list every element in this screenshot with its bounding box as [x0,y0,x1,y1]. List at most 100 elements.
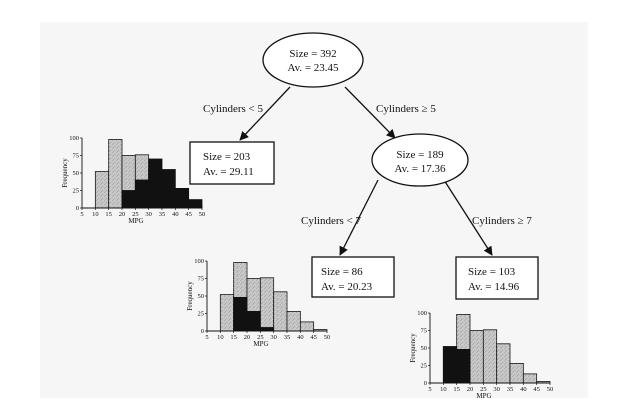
histogram-x-tick-label: 15 [230,334,237,341]
edge-label-right-right: Cylinders ≥ 7 [472,215,532,227]
histogram-x-tick-label: 40 [297,334,304,341]
root-node: Size = 392 Av. = 23.45 [262,32,364,88]
histogram-bar-subset-3 [161,169,176,209]
left-leaf-node: Size = 203 Av. = 29.11 [189,141,275,185]
histogram-x-tick-label: 10 [92,211,99,218]
histogram-bar-subset-1 [456,348,471,384]
right-node: Size = 189 Av. = 17.36 [371,133,469,187]
histogram-x-tick-label: 35 [284,334,291,341]
right-left-leaf-size: Size = 86 [321,266,363,278]
histogram-bar-texture-0 [95,171,109,208]
histogram-y-axis-label: Frequency [409,333,417,363]
histogram-x-tick-label: 50 [199,211,206,218]
edge-right-right [443,179,493,256]
histogram-bar-subset-4 [174,187,190,209]
histogram-x-tick-label: 30 [270,334,277,341]
histogram-bar-texture-1 [108,139,122,208]
edge-root-left [239,86,291,141]
histogram-bar-texture-6 [300,321,314,331]
histogram-y-tick-label: 100 [417,310,427,317]
edge-right-left [339,179,379,256]
edge-label-right-left: Cylinders < 7 [301,215,361,227]
histogram-bar-texture-3 [483,329,497,383]
root-node-size: Size = 392 [289,48,336,60]
left-leaf-size: Size = 203 [203,151,251,163]
histogram-x-tick-label: 35 [507,386,514,393]
histogram-y-tick-label: 25 [198,311,205,318]
histogram-bar-texture-5 [510,363,524,383]
histogram-bar-texture-0 [220,294,234,331]
histogram-y-tick-label: 25 [73,188,80,195]
histogram-x-tick-label: 35 [159,211,166,218]
histogram-x-axis-label: MPG [253,340,268,348]
right-right-leaf-size: Size = 103 [468,266,516,278]
histogram-y-tick-label: 75 [421,328,428,335]
histogram-y-tick-label: 25 [421,363,428,370]
histogram-bar-texture-7 [536,381,550,383]
histogram-x-tick-label: 25 [132,211,139,218]
histogram-x-tick-label: 30 [493,386,500,393]
edge-label-root-left: Cylinders < 5 [203,103,263,115]
mpg-histogram-left: 5 10 15 20 25 30 35 40 45 50 0 25 50 75 100 MPG Frequenc… [61,135,205,225]
histogram-x-axis-label: MPG [128,217,143,225]
mpg-histogram-middle: 5 10 15 20 25 30 35 40 45 50 0 25 50 75 100 MPG Frequenc… [186,258,330,348]
histogram-x-tick-label: 10 [217,334,224,341]
histogram-bar-subset-1 [246,310,261,332]
histogram-bar-texture-2 [470,330,484,383]
histogram-x-tick-label: 20 [244,334,251,341]
histogram-x-tick-label: 5 [428,386,431,393]
histogram-x-tick-label: 25 [257,334,264,341]
histogram-y-axis-label: Frequency [186,281,194,311]
histogram-x-tick-label: 5 [205,334,208,341]
histogram-bar-subset-0 [233,296,248,332]
histogram-x-tick-label: 50 [324,334,331,341]
right-left-leaf-average: Av. = 20.23 [321,281,373,293]
histogram-x-tick-label: 15 [453,386,460,393]
histogram-x-tick-label: 40 [172,211,179,218]
mpg-histogram-right: 5 10 15 20 25 30 35 40 45 50 0 25 50 75 100 MPG Frequenc… [409,310,553,400]
histogram-x-tick-label: 15 [105,211,112,218]
histogram-bar-subset-2 [148,158,163,209]
histogram-bar-subset-0 [442,346,458,384]
histogram-x-tick-label: 40 [520,386,527,393]
edge-root-right [344,86,396,139]
histogram-bar-subset-5 [188,199,203,209]
histogram-bar-subset-1 [134,179,150,209]
histogram-bar-texture-4 [496,343,510,383]
histogram-x-tick-label: 45 [310,334,317,341]
right-node-size: Size = 189 [396,149,444,161]
histogram-y-tick-label: 50 [421,345,428,352]
left-leaf-average: Av. = 29.11 [203,166,254,178]
histogram-x-axis-label: MPG [476,392,491,400]
histogram-y-tick-label: 75 [73,153,80,160]
histogram-y-tick-label: 0 [424,380,427,387]
histogram-bar-texture-5 [287,311,301,331]
histogram-y-tick-label: 50 [198,293,205,300]
histogram-y-tick-label: 0 [201,328,204,335]
histogram-bar-subset-0 [121,190,136,209]
histogram-bar-texture-6 [523,373,537,383]
histogram-y-tick-label: 100 [194,258,204,265]
histogram-bar-texture-3 [260,277,274,331]
histogram-y-tick-label: 75 [198,276,205,283]
histogram-x-tick-label: 45 [185,211,192,218]
histogram-x-tick-label: 50 [547,386,554,393]
histogram-x-tick-label: 20 [467,386,474,393]
histogram-bar-texture-4 [273,291,287,331]
histogram-x-tick-label: 20 [119,211,126,218]
histogram-x-tick-label: 45 [533,386,540,393]
right-right-leaf-node: Size = 103 Av. = 14.96 [455,256,539,300]
root-node-average: Av. = 23.45 [287,62,339,74]
right-node-average: Av. = 17.36 [394,163,446,175]
right-right-leaf-average: Av. = 14.96 [468,281,520,293]
histogram-bar-subset-2 [259,327,275,332]
histogram-x-tick-label: 25 [480,386,487,393]
histogram-x-tick-label: 5 [80,211,83,218]
histogram-y-tick-label: 100 [69,135,79,142]
histogram-x-tick-label: 30 [145,211,152,218]
histogram-bar-texture-7 [313,329,327,331]
histogram-y-tick-label: 0 [76,205,79,212]
histogram-x-tick-label: 10 [440,386,447,393]
